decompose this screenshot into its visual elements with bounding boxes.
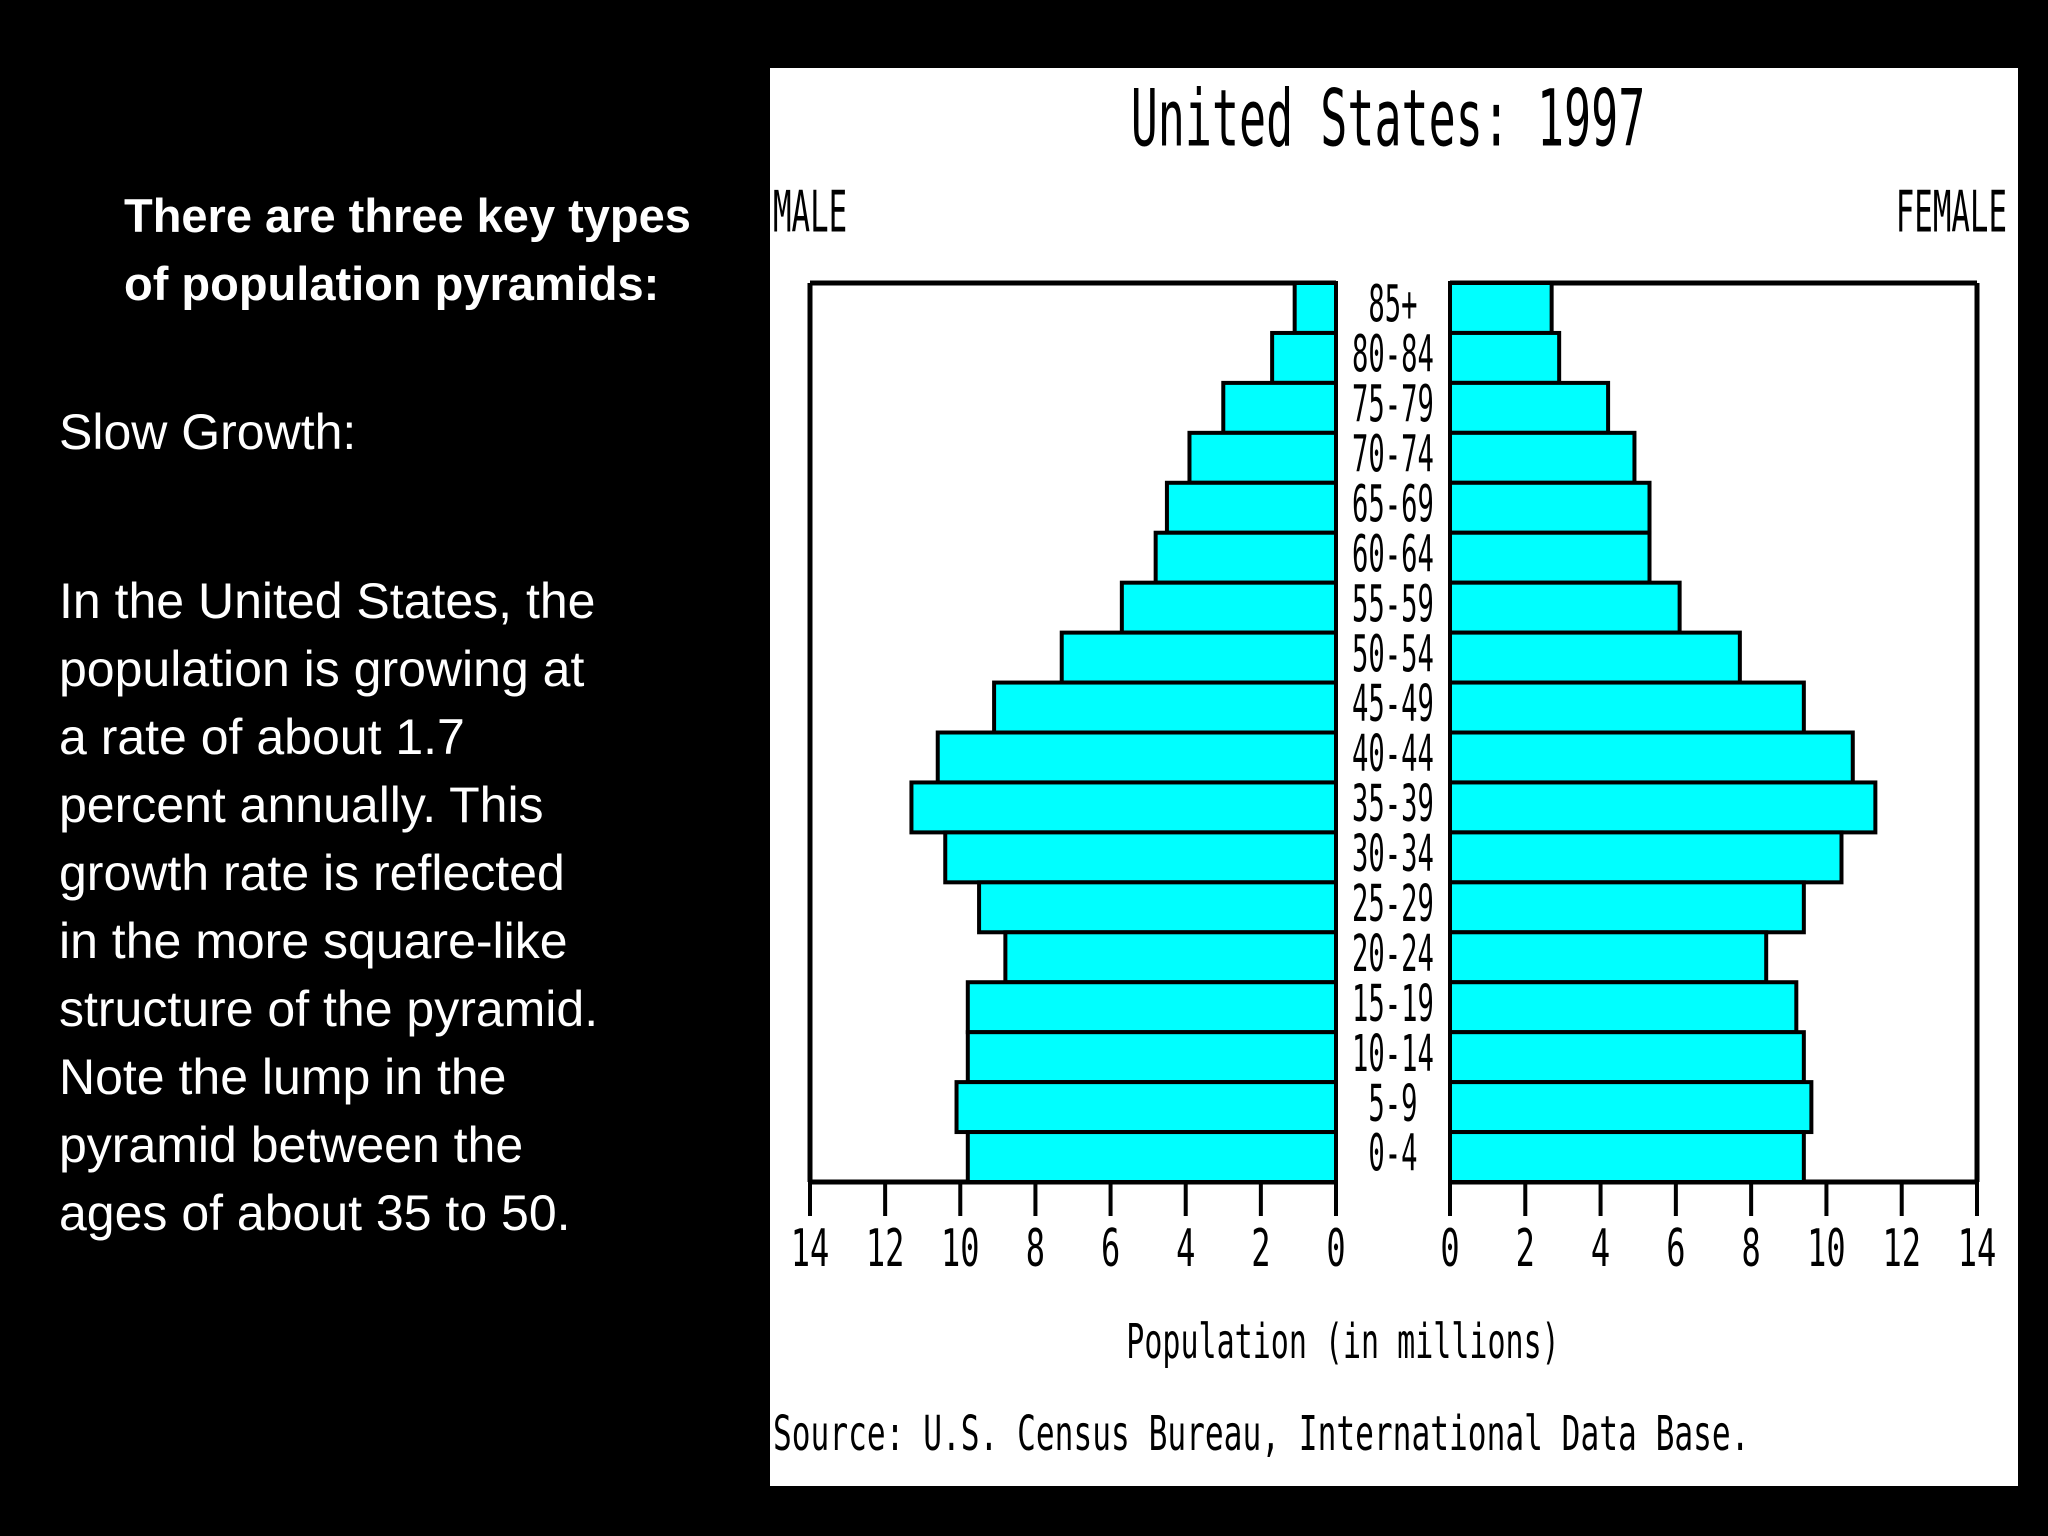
x-tick-label: 8 [1742,1219,1761,1279]
x-tick-label: 8 [1026,1219,1045,1279]
x-tick-label: 6 [1101,1219,1120,1279]
subheading: Slow Growth: [59,404,357,460]
x-tick-label: 12 [866,1219,905,1279]
age-group-label: 80-84 [1352,324,1434,384]
x-tick-label: 14 [791,1219,830,1279]
age-group-label: 40-44 [1352,724,1434,784]
bar [935,730,1338,785]
chart: United States: 1997 Population (in milli… [770,68,2018,1486]
bar [1448,680,1806,735]
age-group-label: 5-9 [1368,1073,1417,1133]
bar [954,1080,1338,1135]
age-group-label: 50-54 [1352,624,1434,684]
bar [1164,480,1339,535]
age-group-label: 0-4 [1368,1123,1417,1183]
bar [1448,930,1769,985]
bar [1187,430,1338,485]
x-tick-label: 4 [1176,1219,1195,1279]
age-group-label: 30-34 [1352,824,1434,884]
age-group-label: 60-64 [1352,524,1434,584]
bar [943,830,1338,885]
age-group-label: 55-59 [1352,574,1434,634]
legend-label: FEMALE [1896,178,2007,245]
bar [1448,830,1844,885]
bar [992,680,1338,735]
bar [1448,980,1799,1035]
heading: There are three key types of population … [124,189,691,310]
x-axis-label: Population (in millions) [1126,1315,1559,1370]
x-tick-label: 4 [1591,1219,1610,1279]
x-tick-label: 0 [1440,1219,1459,1279]
bar [1448,380,1611,435]
x-tick-label: 6 [1666,1219,1685,1279]
bar [1448,1030,1806,1085]
bar [1448,780,1878,835]
bar [1059,630,1338,685]
bar [1448,1080,1814,1135]
bar [1448,530,1652,585]
bar [1448,1130,1806,1184]
bar [1448,880,1806,935]
bar [1270,330,1338,385]
bar [1448,580,1682,635]
age-group-label: 10-14 [1352,1023,1434,1083]
bar [1448,630,1742,685]
age-group-label: 25-29 [1352,874,1434,934]
bar [1153,530,1338,585]
x-tick-label: 10 [1807,1219,1846,1279]
legend-label: MALE [773,178,847,245]
x-tick-label: 2 [1251,1219,1270,1279]
bar [1119,580,1339,635]
chart-title: United States: 1997 [1131,74,1646,165]
bar [965,1130,1338,1184]
bar [1292,281,1338,335]
paragraph: In the United States, the population is … [59,573,599,1241]
bar [1448,730,1855,785]
bar [1221,380,1339,435]
x-tick-label: 2 [1516,1219,1535,1279]
bar [1448,480,1652,535]
x-tick-label: 10 [941,1219,980,1279]
age-group-label: 85+ [1368,274,1417,334]
bar [1448,330,1562,385]
age-group-label: 35-39 [1352,774,1434,834]
age-group-label: 65-69 [1352,474,1434,534]
x-tick-label: 14 [1958,1219,1997,1279]
bar [1448,430,1637,485]
bar [909,780,1338,835]
x-tick-label: 12 [1882,1219,1921,1279]
bar [977,880,1338,935]
bar [1003,930,1338,985]
bar [965,1030,1338,1085]
bar [1448,281,1554,335]
age-group-label: 70-74 [1352,424,1434,484]
age-group-label: 15-19 [1352,974,1434,1034]
x-tick-label: 0 [1326,1219,1345,1279]
bar [965,980,1338,1035]
source: Source: U.S. Census Bureau, Internationa… [773,1405,1749,1462]
age-group-label: 20-24 [1352,924,1434,984]
age-group-label: 75-79 [1352,374,1434,434]
age-group-label: 45-49 [1352,674,1434,734]
